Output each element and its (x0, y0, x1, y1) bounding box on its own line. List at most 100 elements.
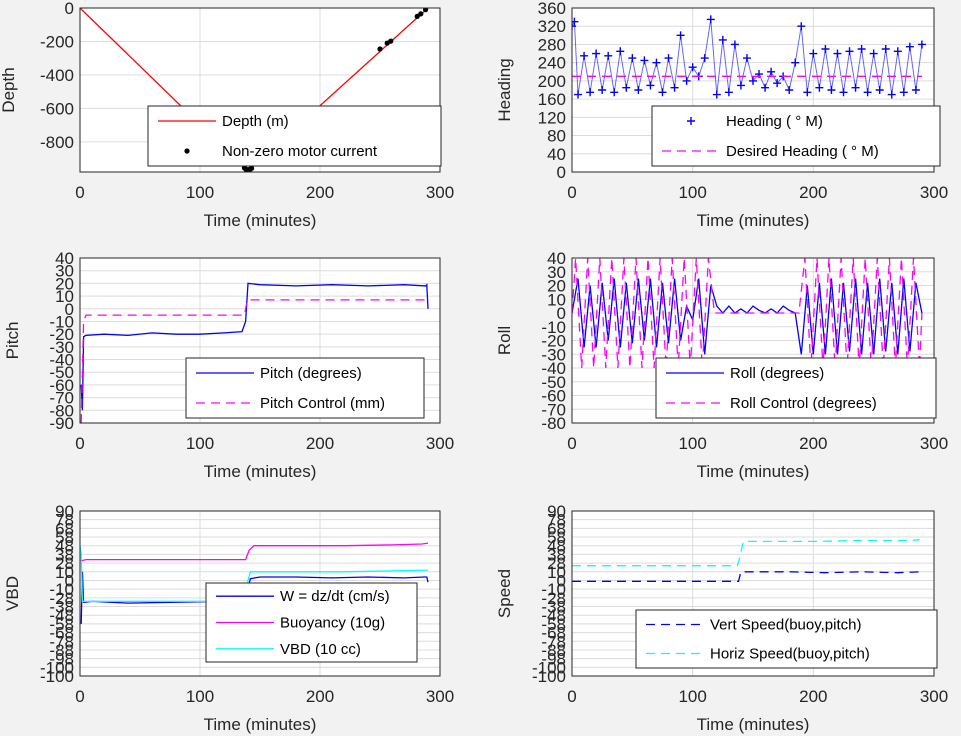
x-tick-label: 300 (920, 434, 948, 453)
y-tick-label: 10 (547, 563, 566, 582)
legend-marker (687, 117, 695, 125)
axes-box (79, 257, 441, 424)
x-tick-label: 200 (799, 183, 827, 202)
y-tick-label: -78 (541, 632, 566, 651)
y-tick-label: 58 (55, 528, 74, 547)
y-tick-label: -80 (49, 401, 74, 420)
y-tick-label: -70 (541, 400, 566, 419)
legend-box (655, 357, 937, 419)
legend: Depth (m) Non-zero motor current (147, 105, 442, 167)
y-tick-label: 10 (55, 287, 74, 306)
data-point (634, 86, 643, 94)
legend-label: VBD (10 cc) (280, 641, 361, 658)
data-point (791, 58, 800, 67)
x-tick-label: 300 (426, 434, 454, 453)
y-tick-label: -600 (40, 99, 74, 118)
y-tick-label: 10 (55, 563, 74, 582)
legend: Pitch (degrees) Pitch Control (mm) (185, 357, 425, 419)
y-tick-label: 0 (65, 0, 74, 18)
data-point (580, 51, 589, 60)
y-tick-label: 40 (547, 249, 566, 268)
data-point (809, 49, 818, 58)
y-tick-label: 10 (547, 290, 566, 309)
x-tick-label: 200 (306, 183, 334, 202)
data-point (706, 15, 715, 24)
y-tick-label: -20 (541, 332, 566, 351)
legend-label: W = dz/dt (cm/s) (280, 588, 390, 605)
y-tick-label: -90 (49, 414, 74, 433)
y-tick-label: 78 (547, 511, 566, 530)
legend: Heading ( ° M) Desired Heading ( ° M) (651, 105, 941, 167)
series-line (80, 542, 429, 562)
y-tick-label: -10 (49, 580, 74, 599)
y-tick-label: 48 (547, 537, 566, 556)
data-point (388, 38, 394, 44)
data-point (604, 51, 613, 60)
y-tick-label: -58 (49, 615, 74, 634)
data-point (712, 90, 721, 99)
legend-label: Pitch Control (mm) (260, 395, 385, 412)
data-point (887, 90, 896, 99)
y-tick-label: -30 (541, 345, 566, 364)
y-tick-label: 240 (538, 54, 566, 73)
legend-box (185, 357, 425, 419)
data-point (863, 88, 872, 97)
legend-label: Roll Control (degrees) (730, 395, 877, 412)
y-tick-label: -98 (541, 650, 566, 669)
x-tick-label: 300 (426, 687, 454, 706)
y-tick-label: -88 (49, 641, 74, 660)
x-tick-label: 300 (426, 183, 454, 202)
legend-label: Vert Speed(buoy,pitch) (710, 617, 861, 634)
data-point (917, 40, 926, 49)
data-point (572, 22, 576, 31)
legend-label: Buoyancy (10g) (280, 615, 385, 632)
y-tick-label: 28 (55, 554, 74, 573)
legend-marker (184, 148, 190, 154)
y-tick-label: 0 (557, 304, 566, 323)
x-tick-label: 200 (799, 687, 827, 706)
y-tick-label: -50 (49, 363, 74, 382)
data-point (821, 45, 830, 53)
y-tick-label: 200 (538, 72, 566, 91)
data-point (616, 47, 625, 56)
x-tick-label: 200 (306, 434, 334, 453)
data-point (899, 88, 908, 97)
y-tick-label: 58 (547, 528, 566, 547)
legend-box (147, 105, 442, 167)
legend-label: Pitch (degrees) (260, 365, 362, 382)
y-tick-label: 40 (55, 249, 74, 268)
x-tick-label: 100 (186, 687, 214, 706)
data-point (646, 81, 655, 90)
y-tick-label: -58 (541, 615, 566, 634)
y-tick-label: -28 (541, 589, 566, 608)
data-point (761, 83, 770, 92)
data-point (869, 49, 878, 58)
y-tick-label: -98 (49, 650, 74, 669)
legend: W = dz/dt (cm/s) Buoyancy (10g) VBD (10 cc… (205, 582, 418, 663)
y-axis-label: Roll (495, 326, 514, 355)
legend-box (635, 609, 938, 669)
legend-label: Heading ( ° M) (726, 113, 823, 130)
data-point (815, 83, 824, 92)
x-tick-label: 100 (678, 183, 706, 202)
chart-speed: 90786858483828100-10-28-38-48-58-68-78-8… (495, 502, 948, 734)
chart-depth: 0 -200 -400 -600 -800 0 100 200 300 Time (minutes… (0, 0, 454, 230)
y-tick-label: 30 (55, 262, 74, 281)
legend-label: Horiz Speed(buoy,pitch) (710, 646, 870, 663)
y-tick-label: -88 (541, 641, 566, 660)
y-tick-label: 0 (65, 571, 74, 590)
y-tick-label: -40 (49, 351, 74, 370)
y-tick-label: 80 (547, 127, 566, 146)
y-tick-label: -10 (541, 318, 566, 337)
x-tick-label: 0 (75, 183, 84, 202)
series-line (572, 539, 920, 567)
y-tick-label: 20 (547, 277, 566, 296)
y-tick-label: 48 (55, 537, 74, 556)
legend-label: Desired Heading ( ° M) (726, 143, 879, 160)
data-point (700, 54, 709, 63)
legend-label: Non-zero motor current (222, 143, 378, 160)
y-tick-label: -70 (49, 389, 74, 408)
data-point (664, 54, 673, 63)
